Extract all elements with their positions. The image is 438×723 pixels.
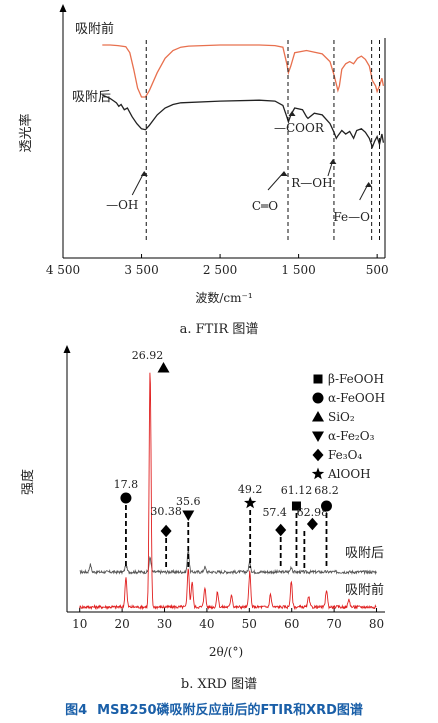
ftir-caption: a. FTIR 图谱	[179, 322, 259, 337]
xrd-peak-marker-square	[291, 501, 301, 511]
legend-marker-triangle-down	[312, 431, 324, 442]
ftir-y-axis-arrow	[59, 4, 67, 12]
ftir-x-tick-label: 3 500	[124, 263, 158, 277]
xrd-series-line-after	[79, 550, 377, 576]
ftir-y-axis-label: 透光率	[18, 113, 34, 152]
legend-marker-triangle-up	[312, 411, 324, 422]
xrd-peak-marker-diamond	[275, 523, 287, 537]
xrd-peak-label: 26.92	[132, 349, 164, 362]
xrd-peak-marker-diamond	[306, 517, 318, 531]
xrd-peak-label: 68.2	[314, 484, 339, 497]
xrd-peak-marker-circle	[320, 500, 332, 512]
ftir-annotation-arrowhead	[365, 182, 373, 187]
ftir-series-line-before	[102, 44, 385, 98]
legend-label: β-FeOOH	[328, 372, 384, 386]
xrd-peak-marker-triangle-down	[182, 510, 195, 521]
legend-label: α-Fe₂O₃	[328, 429, 375, 443]
legend-marker-diamond	[312, 448, 324, 462]
ftir-annotation-arrowhead	[140, 171, 148, 176]
ftir-x-tick-label: 500	[366, 263, 389, 277]
xrd-peak-marker-triangle-up	[157, 362, 170, 373]
xrd-peak-label: 30.38	[150, 505, 182, 518]
ftir-annotation-arrowhead	[288, 111, 296, 116]
ftir-annotation-fe-o: Fe—O	[333, 210, 370, 224]
xrd-x-tick-label: 30	[157, 617, 172, 631]
ftir-annotation-coor: —COOR	[274, 121, 325, 135]
xrd-peak-label: 49.2	[238, 483, 263, 496]
xrd-x-tick-label: 80	[369, 617, 384, 631]
legend-label: AlOOH	[327, 467, 371, 481]
figure-number: 图4	[65, 703, 88, 718]
xrd-x-tick-label: 50	[242, 617, 257, 631]
xrd-peak-marker-star	[244, 496, 257, 509]
ftir-annotation-arrowhead	[280, 171, 288, 176]
legend-label: Fe₃O₄	[328, 448, 362, 462]
ftir-annotation-arrowhead	[329, 159, 337, 164]
xrd-peak-label: 35.6	[176, 495, 201, 508]
xrd-series-label-before: 吸附前	[345, 582, 384, 598]
legend-label: SiO₂	[328, 410, 355, 424]
xrd-x-axis-label: 2θ/(°)	[209, 645, 243, 659]
xrd-series-label-after: 吸附后	[345, 546, 384, 561]
xrd-series-line-before	[79, 372, 377, 611]
xrd-peak-label: 62.98	[297, 506, 329, 519]
ftir-x-tick-label: 1 500	[281, 263, 315, 277]
xrd-y-axis-arrow	[63, 345, 71, 353]
ftir-series-label-before: 吸附前	[75, 21, 114, 37]
figure-title: MSB250磷吸附反应前后的FTIR和XRD图谱	[97, 703, 363, 718]
legend-marker-circle	[312, 392, 324, 404]
xrd-y-axis-label: 强度	[20, 469, 36, 495]
ftir-x-tick-label: 4 500	[46, 263, 80, 277]
legend-marker-square	[313, 374, 323, 384]
xrd-peak-label: 17.8	[114, 478, 139, 491]
xrd-x-tick-label: 70	[326, 617, 341, 631]
ftir-series-line-after	[102, 94, 385, 149]
ftir-x-axis-label: 波数/cm⁻¹	[195, 290, 252, 305]
xrd-peak-marker-diamond	[160, 524, 172, 538]
xrd-x-tick-label: 60	[284, 617, 299, 631]
xrd-x-tick-label: 40	[199, 617, 214, 631]
xrd-x-tick-label: 10	[72, 617, 87, 631]
xrd-peak-marker-circle	[120, 492, 132, 504]
xrd-peak-label: 61.12	[281, 484, 313, 497]
figure-caption: 图4 MSB250磷吸附反应前后的FTIR和XRD图谱	[0, 699, 438, 718]
ftir-annotation-c-o: C═O	[252, 199, 278, 213]
xrd-caption: b. XRD 图谱	[180, 677, 258, 692]
legend-label: α-FeOOH	[328, 391, 385, 405]
xrd-peak-label: 57.4	[262, 506, 287, 519]
legend-marker-star	[311, 467, 325, 480]
xrd-x-tick-label: 20	[114, 617, 129, 631]
ftir-series-label-after: 吸附后	[72, 90, 111, 105]
ftir-annotation-oh: —OH	[106, 198, 138, 212]
ftir-x-tick-label: 2 500	[203, 263, 237, 277]
ftir-annotation-r-oh: R—OH	[291, 176, 332, 190]
